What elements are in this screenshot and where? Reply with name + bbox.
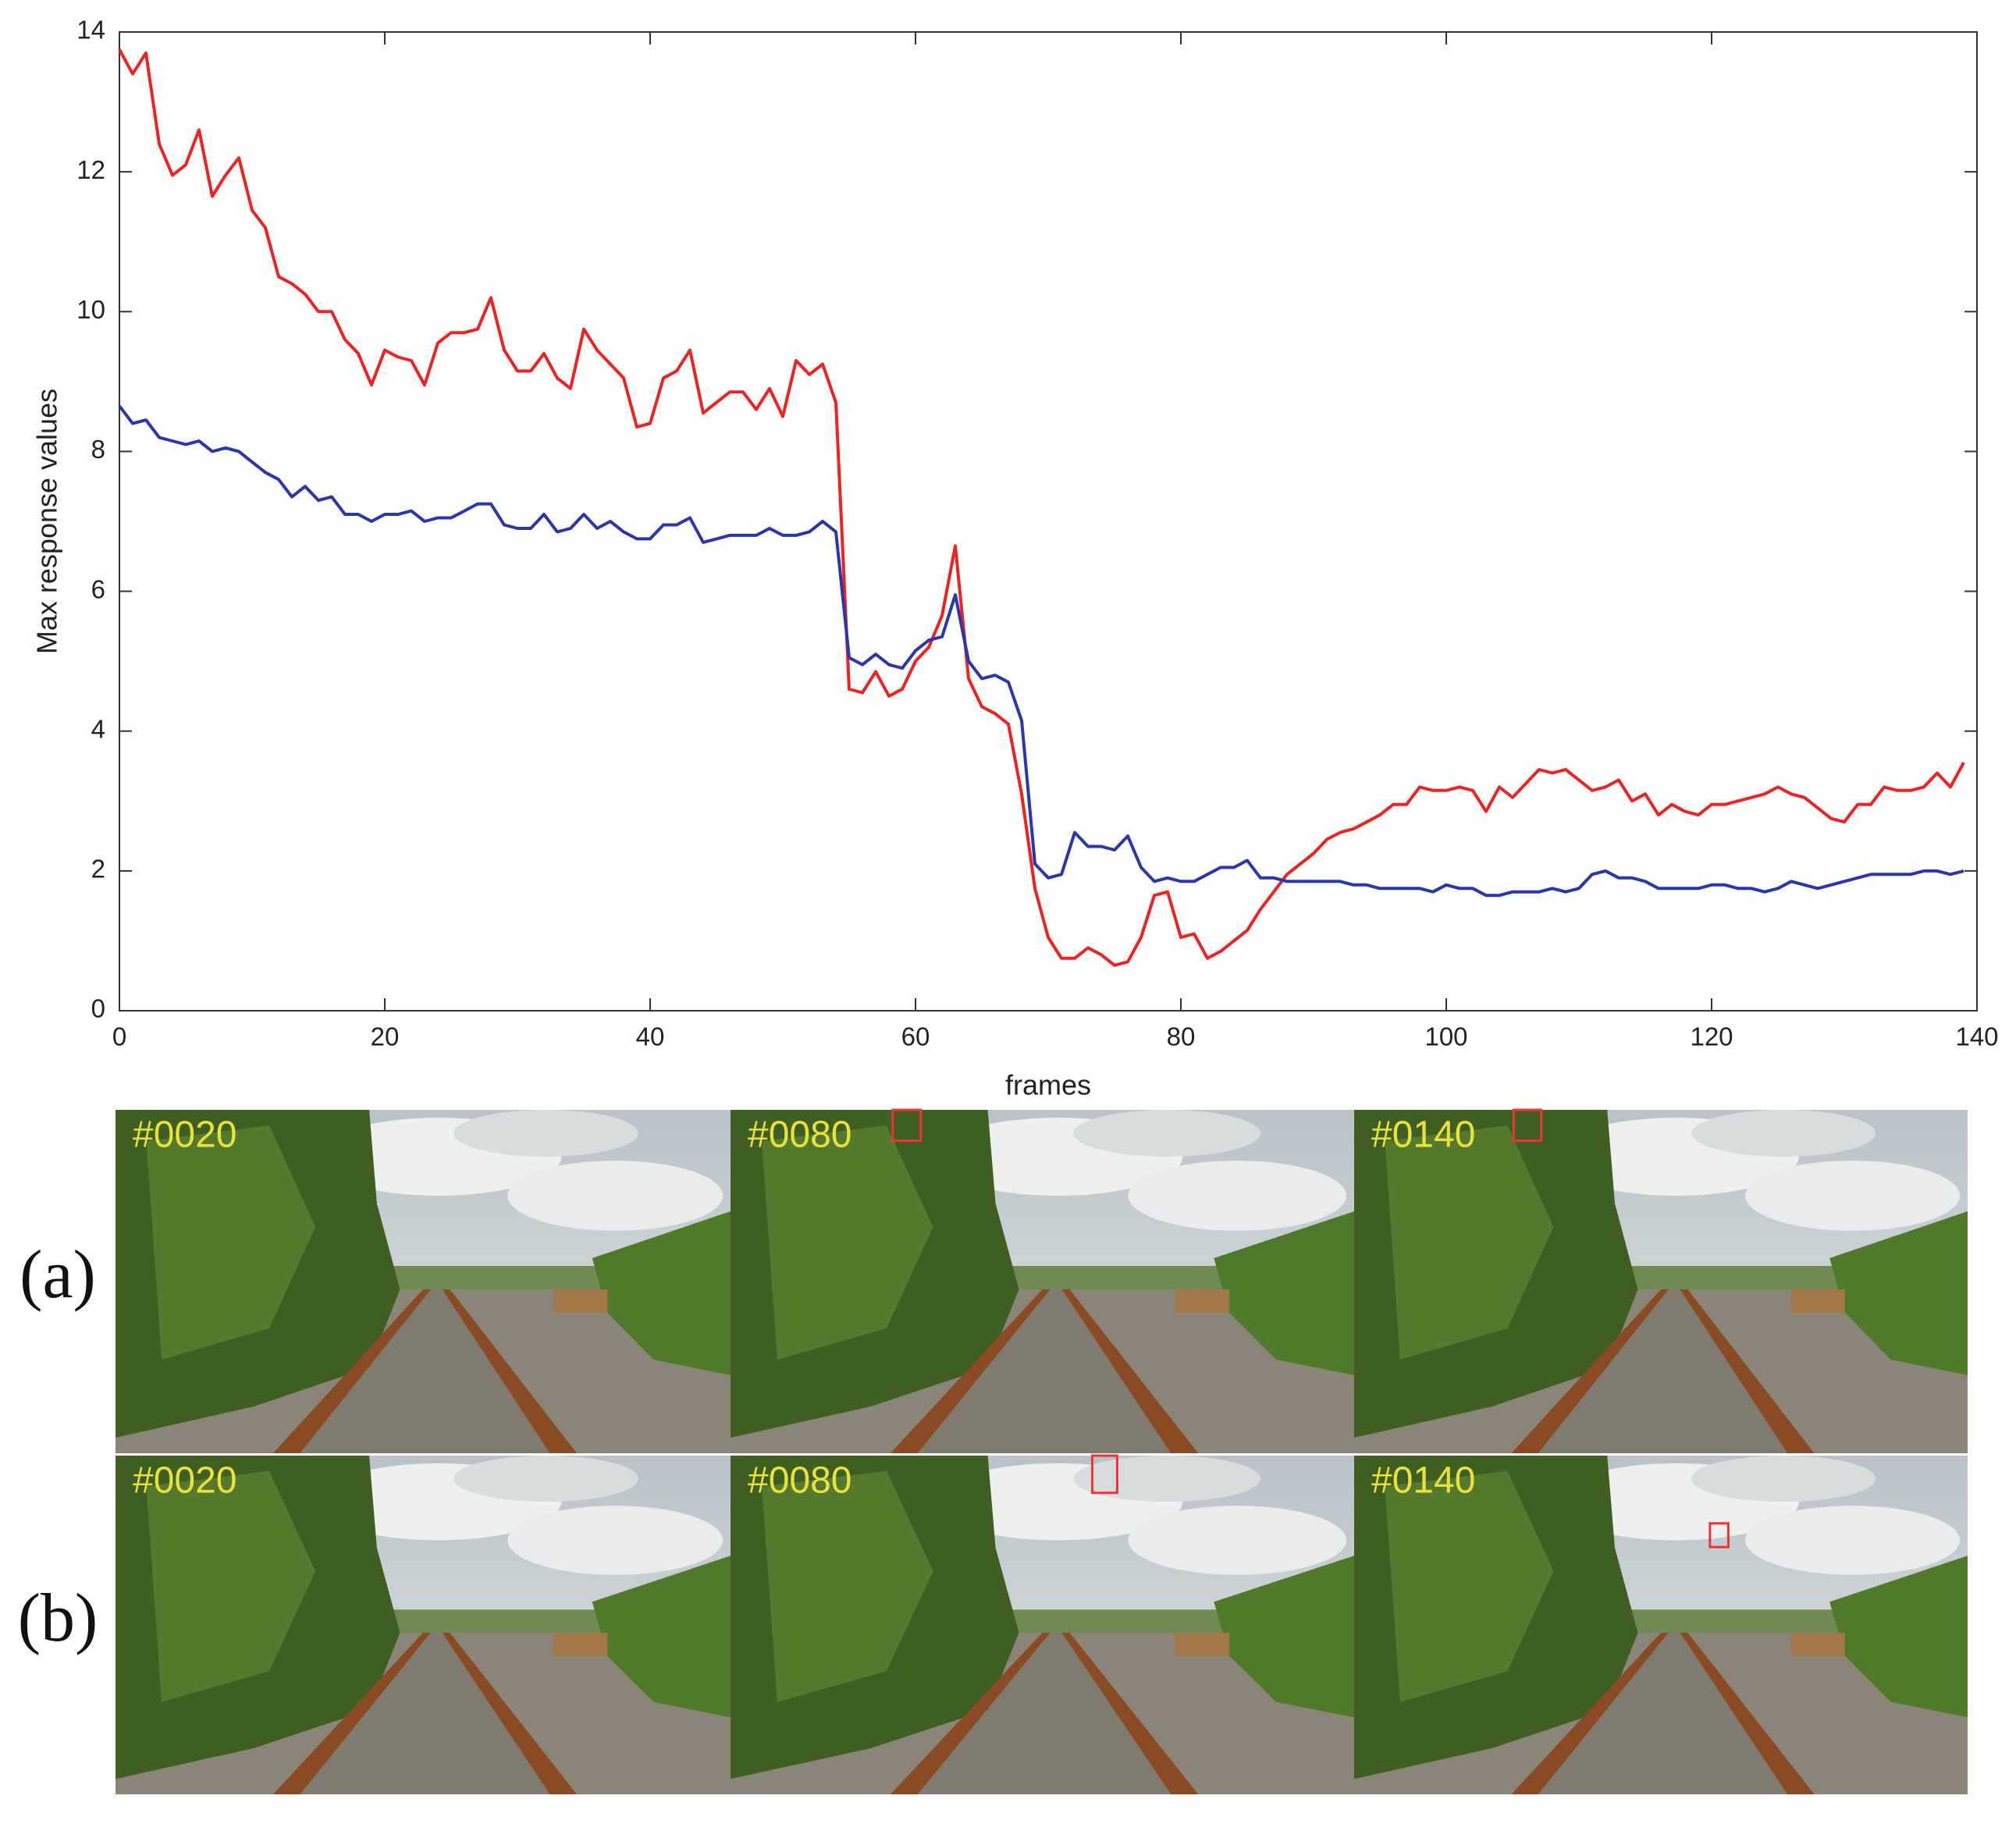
frame-label: #0140 [1371, 1460, 1475, 1502]
x-tick-label: 120 [1690, 1022, 1733, 1051]
frame-image [1354, 1456, 1968, 1794]
frame-label: #0080 [748, 1460, 852, 1502]
data-line [118, 404, 1964, 898]
frame-label: #0020 [133, 1460, 236, 1502]
plot-frame [119, 31, 1978, 1012]
frame-image [116, 1456, 731, 1794]
x-tick-label: 20 [371, 1022, 400, 1051]
row-label: (b) [18, 1580, 98, 1656]
frame-image [731, 1456, 1354, 1794]
tracking-box [1512, 1108, 1543, 1143]
tracking-box [1090, 1454, 1118, 1495]
y-tick-label: 6 [91, 574, 105, 603]
y-axis-label: Max response values [31, 389, 63, 654]
y-tick-label: 2 [91, 855, 105, 884]
y-tick-label: 12 [76, 155, 105, 184]
y-tick-label: 0 [91, 994, 105, 1023]
frame-label: #0140 [1371, 1115, 1475, 1156]
x-tick-label: 40 [636, 1022, 665, 1051]
frame-image [116, 1110, 731, 1453]
tracking-box [1708, 1522, 1730, 1548]
y-tick-label: 8 [91, 435, 105, 464]
data-line [118, 48, 1965, 967]
tracking-box [891, 1108, 923, 1143]
frame-image [1354, 1110, 1968, 1453]
frame-image [731, 1110, 1354, 1453]
x-tick-label: 100 [1424, 1022, 1467, 1051]
y-tick-label: 4 [91, 714, 105, 743]
x-tick-label: 140 [1955, 1022, 1998, 1051]
y-tick-label: 14 [76, 16, 105, 44]
row-label: (a) [20, 1237, 96, 1313]
frame-label: #0020 [133, 1115, 236, 1156]
frame-label: #0080 [748, 1115, 852, 1156]
x-tick-label: 0 [112, 1022, 126, 1051]
x-tick-label: 80 [1167, 1022, 1196, 1051]
y-tick-label: 10 [76, 295, 105, 324]
x-axis-label: frames [1005, 1069, 1091, 1101]
x-tick-label: 60 [901, 1022, 930, 1051]
